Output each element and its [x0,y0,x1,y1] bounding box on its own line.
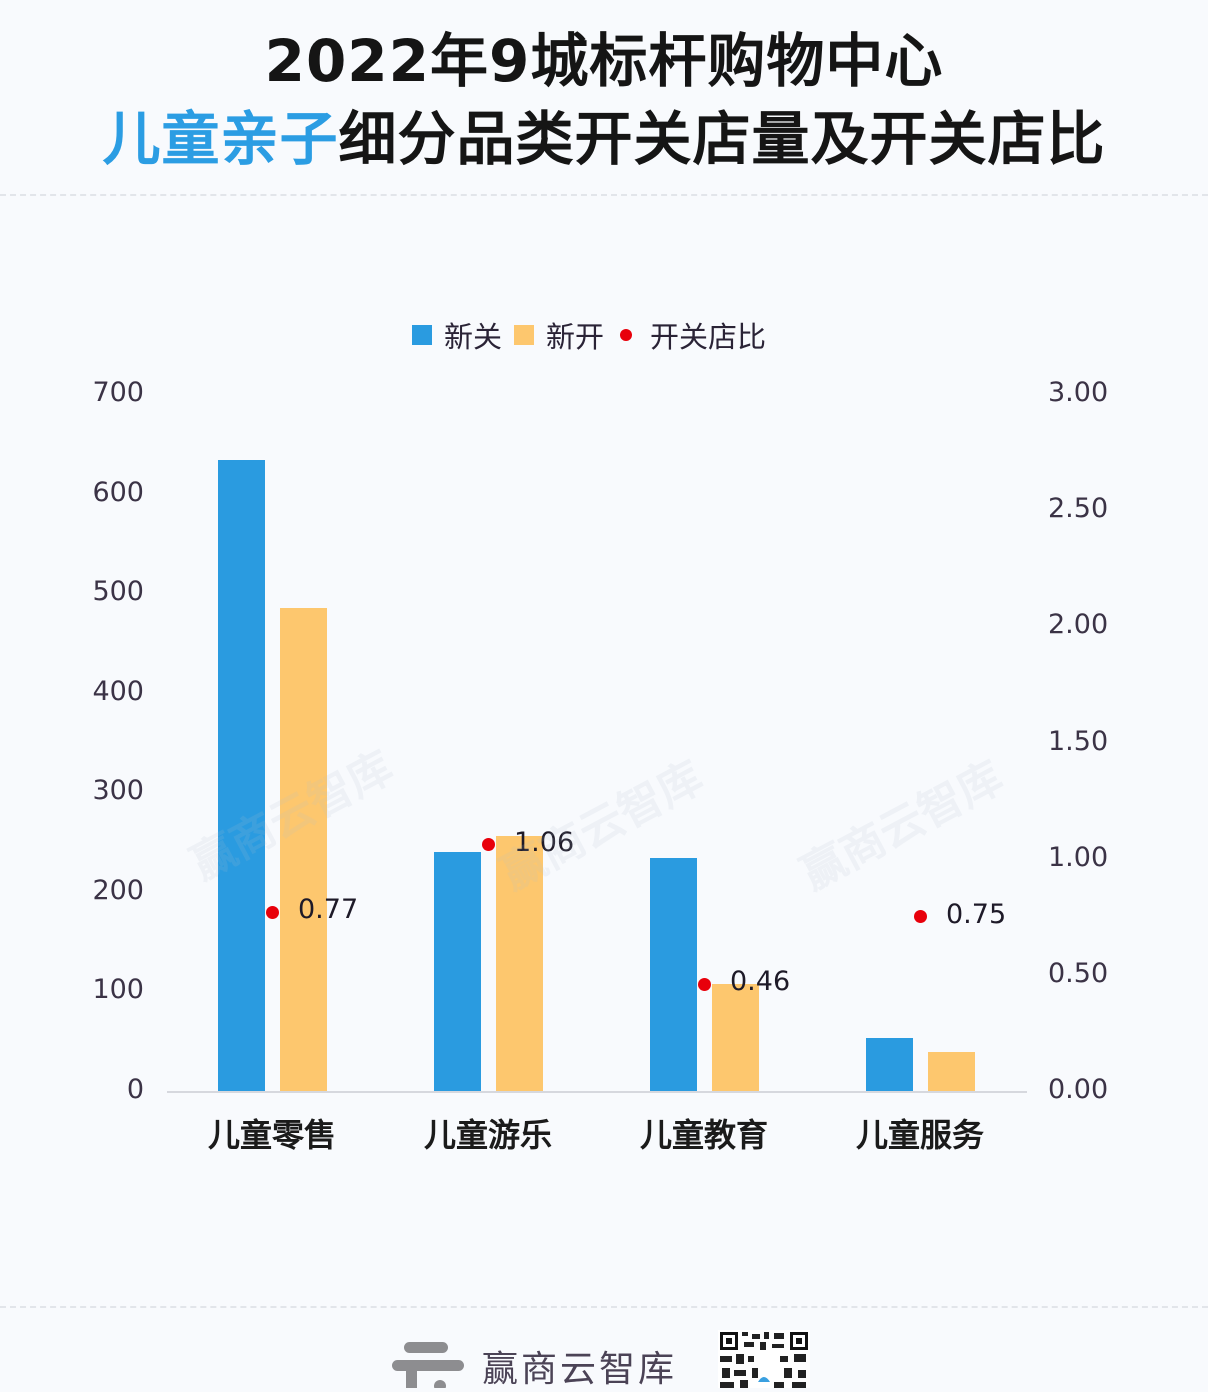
bar-closed[interactable] [434,852,481,1091]
ratio-point[interactable] [913,910,927,924]
header-divider [0,194,1208,196]
legend-label-ratio: 开关店比 [650,320,767,354]
ratio-point[interactable] [481,838,495,852]
bar-opened[interactable] [928,1052,975,1091]
bar-closed[interactable] [866,1038,913,1091]
legend-label-closed: 新关 [444,320,503,354]
title-highlight: 儿童亲子 [102,105,339,173]
x-category-label: 儿童零售 [207,1116,336,1154]
y-right-tick: 1.50 [1048,725,1109,757]
legend-swatch-opened-icon [514,325,535,345]
watermark: 赢商云智库 [793,751,1012,901]
y-left-tick: 500 [92,576,144,608]
y-right-tick: 1.00 [1048,841,1109,873]
y-right-tick: 0.00 [1048,1074,1109,1105]
y-left-tick: 0 [126,1074,144,1105]
legend-swatch-closed-icon [412,325,432,345]
title-line-2: 儿童亲子细分品类开关店量及开关店比 [0,92,1208,176]
legend-label-opened: 新开 [546,320,605,354]
y-left-tick: 300 [92,775,144,807]
bar-closed[interactable] [218,459,265,1091]
y-left-tick: 100 [92,974,144,1006]
bar-opened[interactable] [496,836,543,1091]
footer-divider [0,1306,1208,1308]
bar-opened[interactable] [280,608,327,1091]
cloud-logo-icon [392,1342,464,1388]
y-right-tick: 0.50 [1048,957,1109,989]
y-left-tick: 700 [92,377,144,408]
x-category-label: 儿童教育 [639,1116,768,1154]
y-right-tick: 3.00 [1048,377,1109,408]
bar-opened[interactable] [712,984,759,1091]
y-right-tick: 2.00 [1048,609,1109,641]
ratio-label: 0.75 [946,898,1007,930]
ratio-point[interactable] [697,977,711,991]
y-left-tick: 200 [92,874,144,906]
legend: 新关 新开 开关店比 [412,318,778,354]
ratio-point[interactable] [265,905,279,919]
title-rest: 细分品类开关店量及开关店比 [338,105,1106,173]
ratio-label: 1.06 [514,826,575,858]
footer-brand: 赢商云智库 [482,1349,678,1390]
ratio-label: 0.46 [730,966,791,998]
chart-title: 2022年9城标杆购物中心 儿童亲子细分品类开关店量及开关店比 [0,0,1208,194]
legend-dot-ratio-icon [620,329,633,341]
ratio-label: 0.77 [298,894,359,926]
qr-code-icon[interactable] [718,1330,810,1388]
y-left-tick: 600 [92,476,144,508]
bar-closed[interactable] [650,858,697,1091]
x-category-label: 儿童服务 [855,1116,984,1154]
title-line-1: 2022年9城标杆购物中心 [264,27,944,95]
x-category-label: 儿童游乐 [423,1116,552,1154]
y-left-tick: 400 [92,675,144,707]
x-axis-line [167,1091,1027,1093]
y-right-tick: 2.50 [1048,493,1109,525]
